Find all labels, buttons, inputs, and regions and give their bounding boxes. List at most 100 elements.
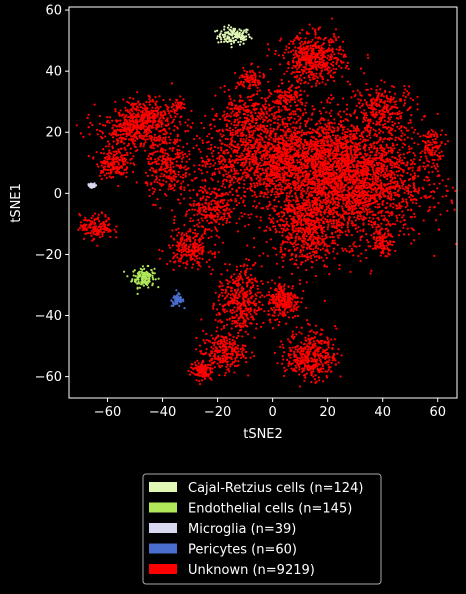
scatter-point [334,134,337,137]
scatter-point [231,133,234,136]
scatter-point [327,122,331,125]
scatter-point [267,160,270,164]
scatter-point [341,136,344,139]
scatter-point [275,165,278,168]
scatter-point [325,256,328,260]
scatter-point [222,151,225,155]
scatter-point [337,148,340,151]
scatter-point [264,185,268,188]
scatter-point [141,275,144,278]
scatter-point [353,145,356,148]
scatter-point [356,217,359,220]
scatter-point [294,152,297,155]
scatter-point [206,162,209,165]
scatter-point [320,149,323,152]
scatter-point [279,128,282,131]
scatter-point [308,23,311,26]
scatter-point [230,147,233,150]
scatter-point [300,218,303,221]
scatter-point [334,146,337,149]
scatter-point [272,221,275,225]
scatter-point [310,118,313,121]
scatter-point [346,165,349,168]
scatter-point [198,148,201,151]
scatter-point [304,123,307,126]
scatter-point [405,129,409,132]
scatter-point [369,245,372,248]
scatter-point [355,190,358,194]
scatter-point [371,175,374,178]
scatter-point [362,230,365,233]
scatter-point [414,198,417,201]
scatter-point [303,171,306,174]
scatter-point [401,187,404,190]
scatter-point [328,101,332,104]
scatter-point [386,202,389,205]
scatter-point [276,152,279,155]
scatter-point [406,204,409,207]
scatter-point [390,192,393,195]
scatter-point [385,143,388,146]
scatter-point [363,205,366,208]
scatter-point [288,118,291,122]
scatter-point [358,141,362,144]
scatter-point [236,161,239,164]
scatter-point [233,124,236,127]
scatter-point [261,169,264,172]
scatter-point [280,190,283,193]
scatter-point [397,189,400,192]
scatter-point [272,164,275,167]
scatter-point [289,123,292,126]
scatter-point [226,151,229,155]
scatter-point [259,157,262,160]
scatter-point [325,162,328,165]
scatter-point [359,236,362,239]
scatter-point [364,249,367,252]
scatter-point [269,68,272,71]
scatter-point [360,156,363,159]
scatter-point [391,164,394,167]
scatter-point [329,159,332,162]
scatter-point [321,144,324,147]
scatter-point [355,164,358,167]
scatter-point [388,186,391,189]
scatter-point [380,227,383,230]
scatter-point [383,214,386,217]
scatter-point [411,166,414,169]
scatter-point [211,155,214,158]
scatter-point [320,126,324,129]
scatter-point [411,201,414,204]
scatter-point [372,232,375,235]
scatter-point [251,189,254,192]
scatter-point [287,195,290,198]
scatter-point [376,183,379,186]
scatter-point [277,144,280,147]
scatter-point [406,208,410,212]
scatter-point [396,174,399,177]
scatter-point [143,267,146,270]
scatter-point [417,192,420,195]
scatter-point [230,30,233,33]
scatter-point [349,139,352,142]
scatter-point [319,157,322,160]
scatter-point [228,158,231,161]
scatter-point [273,171,276,174]
scatter-point [199,186,202,189]
scatter-point [372,221,375,224]
scatter-point [361,194,364,197]
scatter-point [269,136,272,139]
scatter-point [331,39,334,42]
scatter-point [278,138,281,141]
scatter-point [290,186,293,189]
scatter-point [281,135,284,138]
scatter-point [412,182,415,185]
scatter-point [300,131,303,134]
scatter-point [331,139,334,142]
scatter-point [314,28,317,31]
scatter-point [389,150,392,153]
scatter-point [376,141,379,144]
scatter-point [131,278,134,281]
scatter-point [322,106,325,110]
scatter-point [349,187,352,190]
scatter-point [390,169,393,173]
